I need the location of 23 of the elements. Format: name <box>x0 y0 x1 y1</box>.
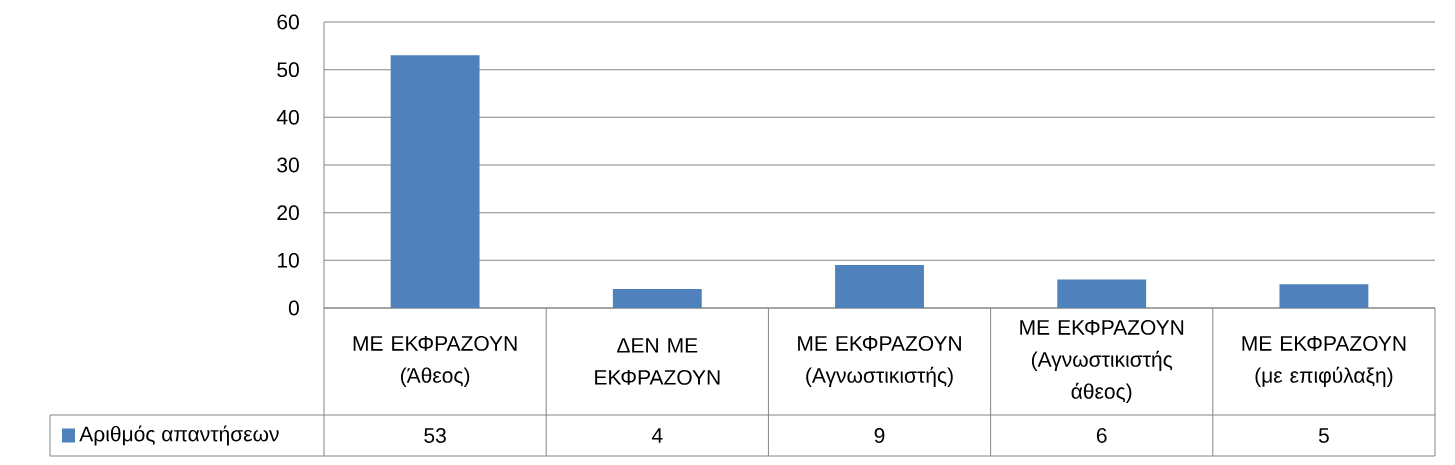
bar <box>1279 284 1369 308</box>
y-tick-label: 60 <box>277 14 299 30</box>
y-tick-label: 50 <box>277 62 299 78</box>
y-tick-label: 40 <box>276 109 299 125</box>
y-tick-label: 20 <box>277 205 299 221</box>
x-tick-label: ΜΕ ΕΚΦΡΑΖΟΥΝ (Άθεος) <box>353 336 517 388</box>
bar <box>612 288 702 308</box>
x-tick-label: ΜΕ ΕΚΦΡΑΖΟΥΝ (Αγνωστικιστής άθεος) <box>1020 320 1184 404</box>
x-tick-label: ΔΕΝ ΜΕ ΕΚΦΡΑΖΟΥΝ <box>595 338 720 385</box>
bar <box>835 265 924 308</box>
bar <box>390 55 480 308</box>
legend-label: Αριθμός απαντήσεων <box>79 425 279 446</box>
y-tick-label: 30 <box>277 157 299 173</box>
x-tick-label: ΜΕ ΕΚΦΡΑΖΟΥΝ (Αγνωστικιστής) <box>798 336 961 388</box>
data-label: 6 <box>1096 428 1107 443</box>
x-tick-label: ΜΕ ΕΚΦΡΑΖΟΥΝ (με επιφύλαξη) <box>1242 335 1406 387</box>
data-label: 5 <box>1318 428 1329 443</box>
data-label: 4 <box>651 428 663 443</box>
data-label: 53 <box>424 428 446 443</box>
bar <box>1057 279 1147 308</box>
y-tick-label: 0 <box>288 300 299 316</box>
y-tick-label: 10 <box>277 252 299 268</box>
data-label: 9 <box>874 428 885 443</box>
